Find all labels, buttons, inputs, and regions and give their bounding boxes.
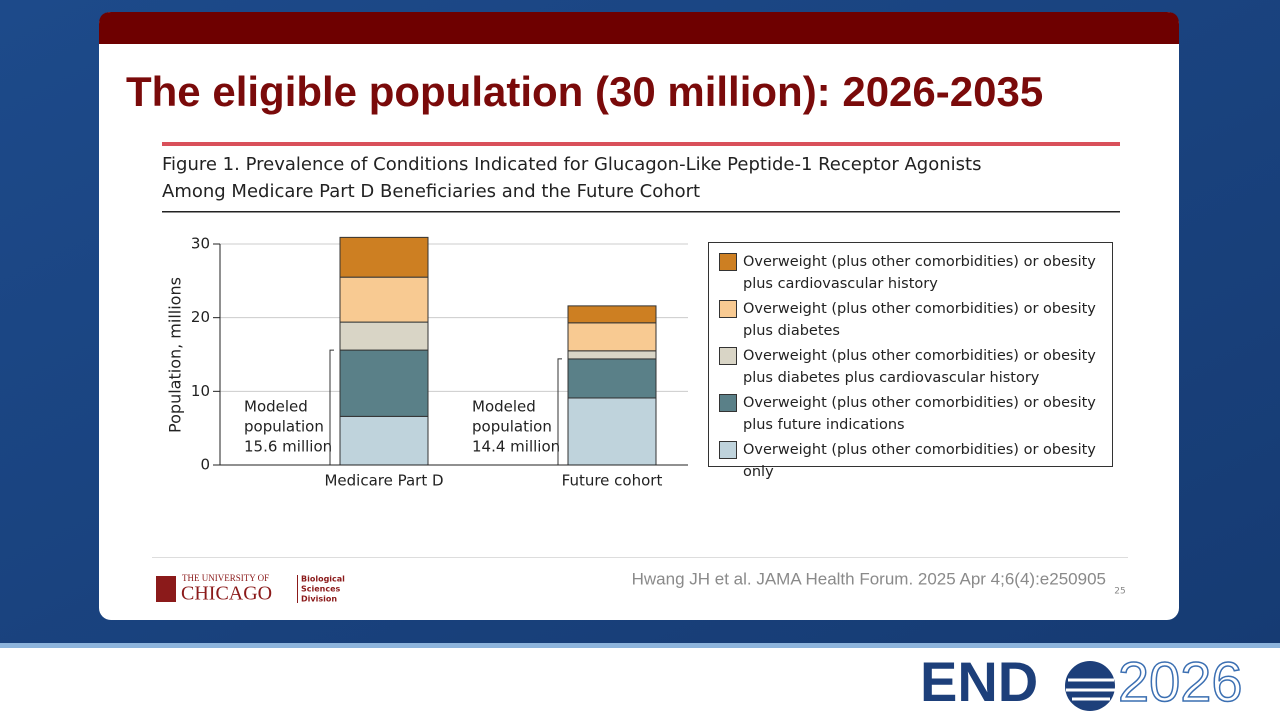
legend-swatch	[719, 300, 737, 318]
slide-title: The eligible population (30 million): 20…	[126, 68, 1043, 115]
y-tick-label: 20	[191, 308, 210, 326]
legend-label: Overweight (plus other comorbidities) or…	[743, 395, 1096, 433]
bar-segment	[567, 322, 657, 352]
legend-item: Overweight (plus other comorbidities) or…	[719, 251, 1106, 295]
legend: Overweight (plus other comorbidities) or…	[708, 242, 1113, 480]
red-rule	[162, 142, 1120, 146]
annotation: population	[244, 418, 324, 436]
bar-segment	[567, 350, 657, 360]
event-logo-suffix: 2026	[1118, 650, 1243, 713]
bar-segment	[339, 415, 429, 466]
bar-segment	[339, 321, 429, 351]
bar-segment	[567, 397, 657, 466]
annotation: 14.4 million	[472, 438, 560, 456]
legend-label: Overweight (plus other comorbidities) or…	[743, 442, 1096, 480]
citation: Hwang JH et al. JAMA Health Forum. 2025 …	[632, 569, 1106, 588]
footer-rule	[152, 557, 1128, 558]
division: Biological	[301, 575, 345, 584]
legend-label: Overweight (plus other comorbidities) or…	[743, 301, 1096, 339]
shield	[156, 576, 176, 602]
y-tick-label: 30	[191, 235, 210, 253]
figure-title: Figure 1. Prevalence of Conditions Indic…	[162, 154, 981, 175]
event-logo-prefix: END	[920, 650, 1038, 713]
annotation: Modeled	[472, 398, 536, 416]
annotation: Modeled	[244, 398, 308, 416]
card-header	[99, 12, 1179, 44]
division: Division	[301, 595, 337, 604]
legend-swatch	[719, 347, 737, 365]
x-tick-label: Future cohort	[562, 472, 663, 490]
globe	[1065, 661, 1115, 711]
bar-segment	[339, 276, 429, 323]
legend-item: Overweight (plus other comorbidities) or…	[719, 439, 1106, 483]
legend-item: Overweight (plus other comorbidities) or…	[719, 298, 1106, 342]
figure-title: Among Medicare Part D Beneficiaries and …	[162, 181, 700, 202]
annotation: population	[472, 418, 552, 436]
bar-segment	[567, 358, 657, 399]
black-rule	[162, 211, 1120, 213]
page-number: 25	[1114, 587, 1125, 597]
bar-segment	[339, 236, 429, 278]
bar-segment	[567, 305, 657, 324]
footer-line	[0, 643, 1280, 648]
legend-label: Overweight (plus other comorbidities) or…	[743, 348, 1096, 386]
y-tick-label: 0	[200, 456, 210, 474]
legend-label: Overweight (plus other comorbidities) or…	[743, 254, 1096, 292]
university-line: THE UNIVERSITY OF	[182, 573, 269, 583]
y-axis-label: Population, millions	[166, 277, 185, 433]
annotation: 15.6 million	[244, 438, 332, 456]
bar-segment	[339, 349, 429, 417]
legend-swatch	[719, 253, 737, 271]
y-tick-label: 10	[191, 382, 210, 400]
university-name: CHICAGO	[181, 583, 272, 605]
logo-divider	[297, 575, 298, 603]
legend-swatch	[719, 441, 737, 459]
legend-swatch	[719, 394, 737, 412]
legend-item: Overweight (plus other comorbidities) or…	[719, 392, 1106, 436]
legend-item: Overweight (plus other comorbidities) or…	[719, 345, 1106, 389]
globe-lines	[1066, 678, 1116, 701]
x-tick-label: Medicare Part D	[324, 472, 443, 490]
division: Sciences	[301, 585, 341, 594]
